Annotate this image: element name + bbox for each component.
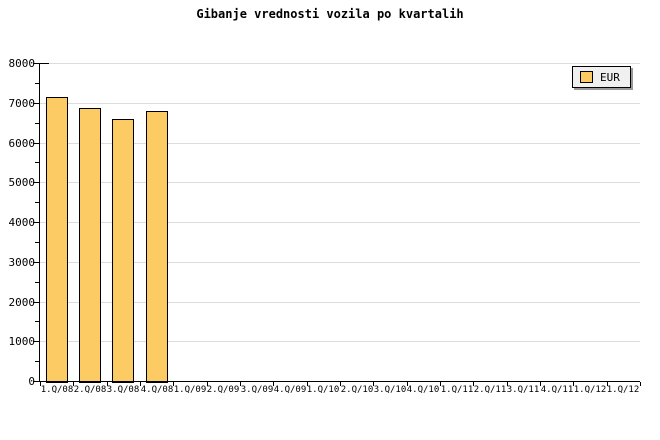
y-tick-6000 <box>33 143 39 144</box>
x-axis <box>39 381 640 382</box>
y-tick-4000 <box>33 222 39 223</box>
x-tick-7 <box>273 382 274 386</box>
chart-title: Gibanje vrednosti vozila po kvartalih <box>196 7 464 21</box>
y-tick-7000 <box>33 103 39 104</box>
x-axis-label: 1.Q/11 <box>440 385 474 395</box>
x-tick-12 <box>440 382 441 386</box>
y-axis-label: 4000 <box>8 216 36 229</box>
x-axis-label: 2.Q/09 <box>206 385 240 395</box>
bar-4.Q/08 <box>146 111 168 383</box>
x-tick-4 <box>173 382 174 386</box>
y-tick-5000 <box>33 182 39 183</box>
y-tick-2500 <box>35 282 39 283</box>
y-axis-label: 5000 <box>8 176 36 189</box>
x-axis-label: 1.Q/10 <box>306 385 340 395</box>
y-axis-label: 8000 <box>8 57 36 70</box>
gridline-y-2000 <box>40 302 640 303</box>
y-axis-label: 1000 <box>8 335 36 348</box>
x-axis-label: 3.Q/08 <box>106 385 140 395</box>
x-axis-label: 1.Q/12 <box>606 385 640 395</box>
x-axis-label: 4.Q/09 <box>273 385 307 395</box>
x-axis-label: 2.Q/08 <box>73 385 107 395</box>
y-tick-3000 <box>33 262 39 263</box>
y-axis <box>39 63 40 381</box>
x-axis-label: 2.Q/11 <box>473 385 507 395</box>
gridline-y-3000 <box>40 262 640 263</box>
gridline-y-8000 <box>40 63 640 64</box>
x-axis-label: 4.Q/10 <box>406 385 440 395</box>
y-tick-3500 <box>35 242 39 243</box>
y-axis-label: 6000 <box>8 137 36 150</box>
bar-2.Q/08 <box>79 108 101 383</box>
x-tick-6 <box>240 382 241 386</box>
y-tick-6500 <box>35 123 39 124</box>
x-axis-label: 1.Q/08 <box>40 385 74 395</box>
plot-top-notch <box>40 63 49 64</box>
x-tick-10 <box>373 382 374 386</box>
x-tick-13 <box>473 382 474 386</box>
x-axis-label: 4.Q/11 <box>540 385 574 395</box>
x-tick-2 <box>107 382 108 386</box>
gridline-y-6000 <box>40 143 640 144</box>
y-tick-8000 <box>33 63 39 64</box>
y-tick-5500 <box>35 162 39 163</box>
gridline-y-1000 <box>40 341 640 342</box>
y-axis-label: 2000 <box>8 296 36 309</box>
y-tick-0 <box>33 381 39 382</box>
x-tick-15 <box>540 382 541 386</box>
y-tick-1000 <box>33 341 39 342</box>
y-tick-1500 <box>35 321 39 322</box>
x-tick-16 <box>573 382 574 386</box>
x-axis-label: 4.Q/08 <box>140 385 174 395</box>
legend-color-swatch <box>580 71 593 83</box>
x-tick-11 <box>407 382 408 386</box>
legend-series-label: EUR <box>600 70 620 84</box>
plot-area: 0 1000 2000 3000 4000 5000 6000 7000 8000 1.Q/08 2… <box>9 58 641 395</box>
x-axis-label: 3.Q/09 <box>240 385 274 395</box>
x-tick-1 <box>73 382 74 386</box>
x-tick-18 <box>640 382 641 386</box>
y-tick-7500 <box>35 83 39 84</box>
x-tick-9 <box>340 382 341 386</box>
x-tick-8 <box>307 382 308 386</box>
y-axis-label: 3000 <box>8 256 36 269</box>
y-tick-500 <box>35 361 39 362</box>
x-axis-label: 3.Q/10 <box>373 385 407 395</box>
bar-3.Q/08 <box>112 119 134 383</box>
x-tick-3 <box>140 382 141 386</box>
y-axis-label: 0 <box>28 375 35 388</box>
x-tick-14 <box>507 382 508 386</box>
gridline-y-7000 <box>40 103 640 104</box>
x-tick-5 <box>207 382 208 386</box>
legend-box: EUR <box>572 66 631 88</box>
x-axis-label: 1.Q/09 <box>173 385 207 395</box>
y-tick-4500 <box>35 202 39 203</box>
x-axis-label: 1.Q/12 <box>573 385 607 395</box>
x-tick-17 <box>607 382 608 386</box>
x-axis-label: 2.Q/10 <box>340 385 374 395</box>
x-axis-label: 3.Q/11 <box>506 385 540 395</box>
gridline-y-5000 <box>40 182 640 183</box>
y-tick-2000 <box>33 302 39 303</box>
gridline-y-4000 <box>40 222 640 223</box>
y-axis-label: 7000 <box>8 97 36 110</box>
x-tick-0 <box>40 382 41 386</box>
bar-1.Q/08 <box>46 97 68 383</box>
